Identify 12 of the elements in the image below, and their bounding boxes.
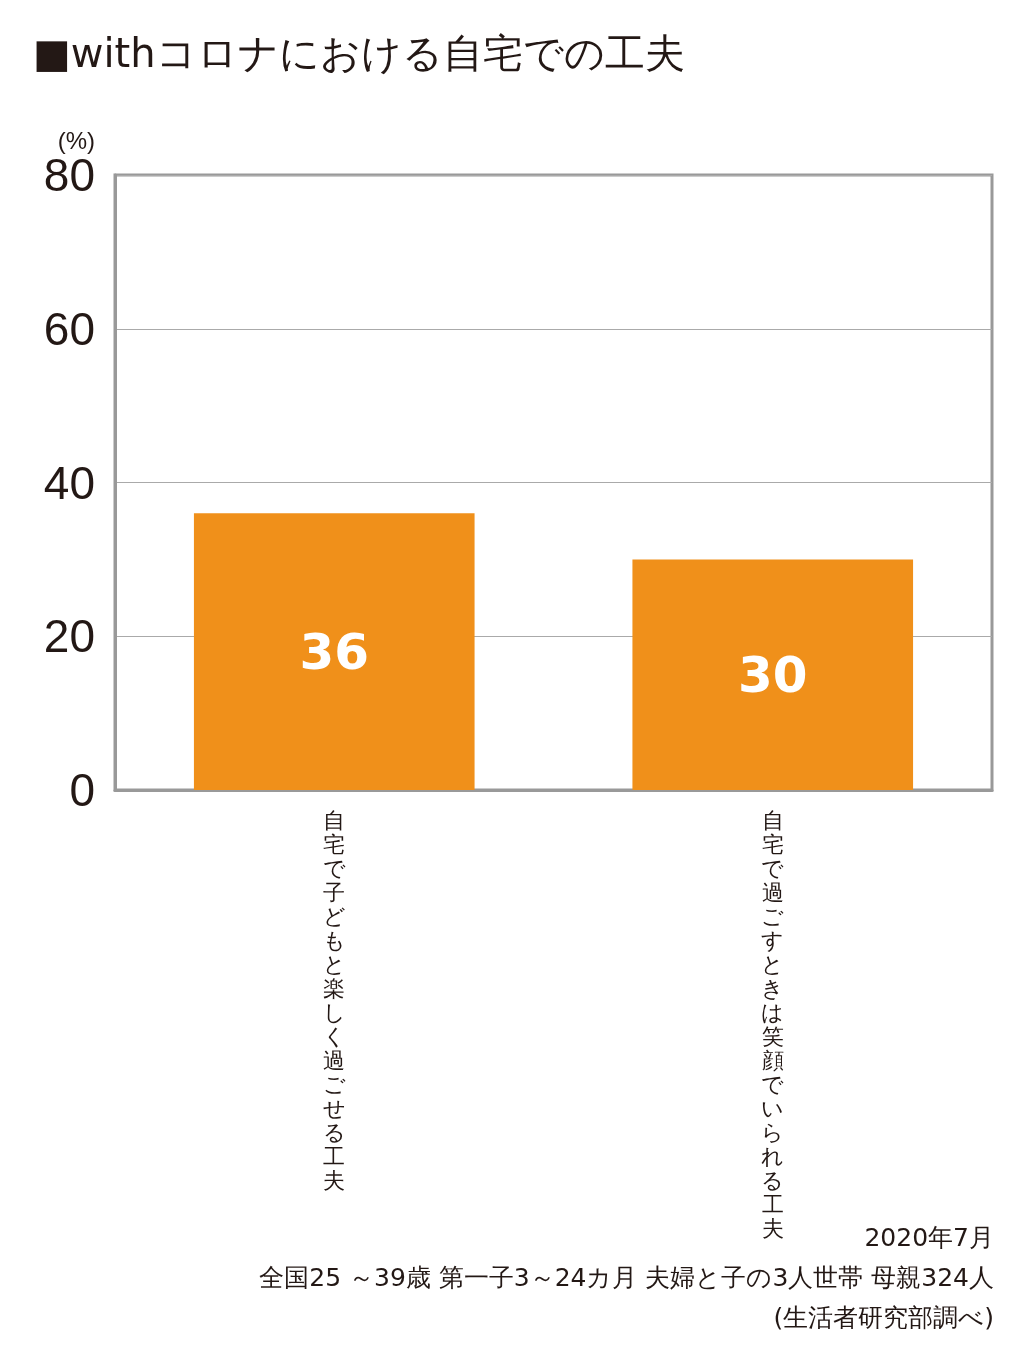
y-tick-label: 20 xyxy=(43,610,95,663)
y-tick-label: 0 xyxy=(69,764,95,816)
data-label: 30 xyxy=(737,645,808,704)
chart-title: ■withコロナにおける自宅での工夫 xyxy=(33,30,685,76)
y-tick-label: 40 xyxy=(43,456,95,509)
text: 全国25 ～39歳 第一子3～24カ月 夫婦と子の3人世帯 母親324人 xyxy=(259,1263,994,1292)
category-label: 自宅で過ごすときは笑顔でいられる工夫 xyxy=(761,807,785,1241)
data-label: 36 xyxy=(299,622,370,681)
text: 2020年7月 xyxy=(864,1223,994,1252)
category-label: 自宅で子どもと楽しく過ごせる工夫 xyxy=(322,807,346,1193)
y-tick-label: 60 xyxy=(43,302,95,355)
text: (生活者研究部調べ) xyxy=(773,1303,994,1332)
